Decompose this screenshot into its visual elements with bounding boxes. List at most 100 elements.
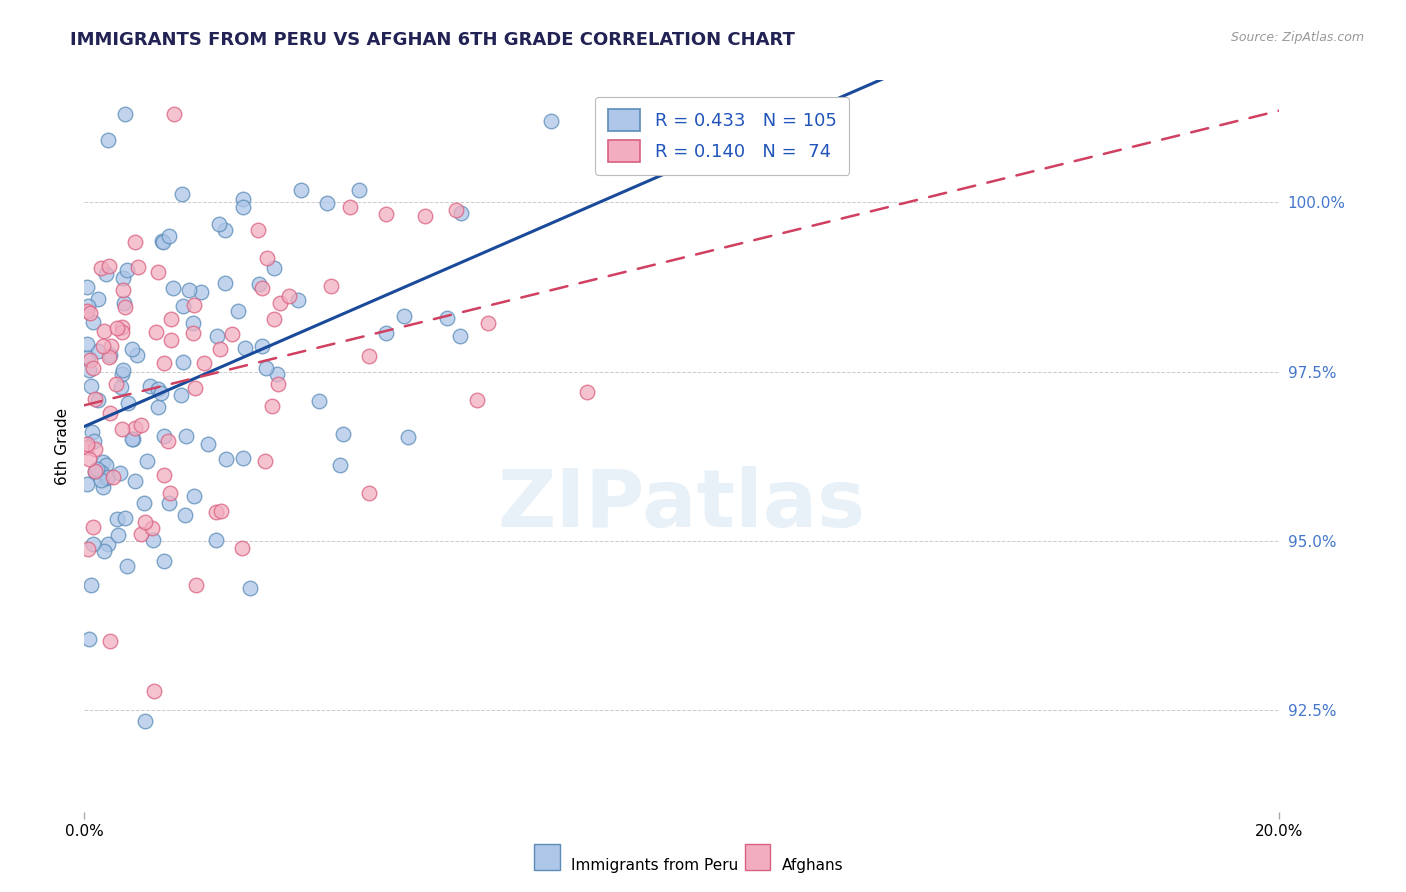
- Point: [209, 504, 232, 518]
- Point: [76, 440, 98, 454]
- Point: [150, 234, 173, 248]
- Point: [93, 324, 115, 338]
- Point: [374, 207, 396, 221]
- Point: [162, 281, 184, 295]
- Point: [110, 379, 132, 393]
- Point: [357, 350, 380, 364]
- Point: [174, 508, 197, 522]
- Point: [135, 454, 157, 468]
- Point: [87, 343, 110, 358]
- Point: [247, 277, 270, 291]
- Point: [396, 430, 419, 444]
- Point: [110, 367, 132, 381]
- Point: [315, 195, 337, 210]
- Point: [254, 361, 277, 376]
- Point: [287, 293, 309, 307]
- Point: [465, 392, 488, 407]
- Point: [105, 512, 128, 526]
- Point: [232, 200, 254, 214]
- Point: [262, 399, 284, 413]
- Point: [253, 454, 276, 468]
- Point: [329, 458, 352, 472]
- Legend: R = 0.433   N = 105, R = 0.140   N =  74: R = 0.433 N = 105, R = 0.140 N = 74: [595, 96, 849, 175]
- Point: [197, 437, 219, 451]
- Point: [233, 341, 256, 355]
- Point: [308, 394, 330, 409]
- Point: [104, 377, 127, 392]
- Text: Afghans: Afghans: [782, 858, 844, 872]
- Point: [375, 326, 398, 341]
- Point: [231, 541, 253, 555]
- Point: [89, 465, 111, 479]
- Point: [129, 417, 152, 432]
- Point: [83, 434, 105, 448]
- Point: [153, 554, 176, 568]
- Point: [91, 455, 114, 469]
- Point: [117, 396, 139, 410]
- Point: [172, 299, 194, 313]
- Point: [84, 392, 107, 407]
- Point: [172, 355, 194, 369]
- Point: [392, 309, 415, 323]
- Point: [80, 578, 103, 592]
- Point: [110, 325, 132, 339]
- Point: [208, 342, 231, 356]
- Point: [357, 485, 380, 500]
- Point: [111, 422, 134, 436]
- Point: [96, 267, 118, 281]
- Point: [179, 283, 201, 297]
- Point: [184, 578, 207, 592]
- Point: [97, 259, 120, 273]
- Point: [190, 285, 212, 299]
- Point: [105, 320, 128, 334]
- Point: [266, 368, 288, 382]
- Point: [98, 406, 121, 420]
- Point: [477, 317, 499, 331]
- Point: [128, 260, 150, 274]
- Point: [263, 311, 285, 326]
- Text: ZIPatlas: ZIPatlas: [498, 466, 866, 543]
- Text: IMMIGRANTS FROM PERU VS AFGHAN 6TH GRADE CORRELATION CHART: IMMIGRANTS FROM PERU VS AFGHAN 6TH GRADE…: [70, 31, 796, 49]
- Point: [87, 393, 110, 408]
- Point: [250, 280, 273, 294]
- Point: [98, 348, 121, 362]
- Point: [80, 425, 103, 439]
- Point: [208, 217, 231, 231]
- Point: [143, 684, 166, 698]
- Point: [76, 541, 98, 556]
- Point: [115, 263, 138, 277]
- Point: [183, 489, 205, 503]
- Point: [94, 471, 117, 485]
- Point: [112, 283, 135, 297]
- Point: [449, 329, 471, 343]
- Point: [152, 235, 174, 250]
- Point: [101, 470, 124, 484]
- Point: [205, 533, 228, 547]
- Point: [157, 495, 180, 509]
- Point: [347, 183, 370, 197]
- Point: [98, 634, 121, 648]
- Point: [159, 311, 181, 326]
- Point: [84, 442, 107, 456]
- Point: [246, 223, 269, 237]
- Point: [290, 183, 312, 197]
- Point: [100, 339, 122, 353]
- Point: [97, 470, 120, 484]
- Point: [115, 558, 138, 573]
- Point: [214, 223, 236, 237]
- Point: [134, 496, 156, 510]
- Point: [215, 451, 238, 466]
- Point: [256, 251, 278, 265]
- Point: [226, 304, 249, 318]
- Point: [112, 296, 135, 310]
- Point: [114, 300, 136, 314]
- Point: [146, 400, 169, 414]
- Point: [170, 388, 193, 402]
- Point: [76, 337, 98, 351]
- Point: [159, 486, 181, 500]
- Point: [76, 304, 98, 318]
- Point: [450, 206, 472, 220]
- Point: [84, 464, 107, 478]
- Point: [204, 506, 226, 520]
- Point: [80, 379, 103, 393]
